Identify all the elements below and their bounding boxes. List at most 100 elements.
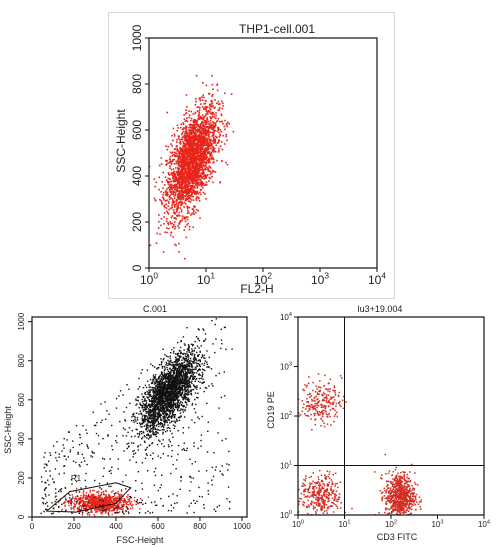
- data-point: [182, 182, 185, 184]
- data-point: [201, 167, 204, 170]
- data-point: [213, 139, 215, 141]
- data-point: [188, 158, 191, 160]
- data-point: [157, 378, 159, 380]
- data-point: [176, 359, 178, 361]
- data-point: [214, 129, 216, 132]
- data-point: [152, 413, 154, 415]
- data-point: [211, 158, 213, 161]
- data-point: [194, 392, 197, 394]
- data-point: [196, 110, 199, 112]
- data-point: [176, 138, 178, 141]
- data-point: [136, 429, 138, 431]
- data-point: [158, 403, 160, 406]
- data-point: [157, 429, 159, 431]
- data-point: [149, 414, 151, 416]
- data-point: [185, 184, 188, 187]
- data-point: [186, 376, 189, 379]
- data-point: [190, 152, 192, 155]
- data-point: [190, 360, 192, 362]
- data-point: [167, 172, 170, 174]
- data-point: [219, 145, 222, 147]
- data-point: [179, 143, 182, 145]
- data-point: [176, 177, 178, 180]
- data-point: [187, 391, 189, 393]
- data-point: [176, 188, 179, 191]
- data-point: [177, 204, 179, 207]
- data-point: [228, 122, 230, 125]
- data-point: [199, 97, 201, 99]
- data-point: [215, 114, 217, 117]
- data-point: [170, 385, 172, 387]
- data-point: [187, 380, 190, 383]
- data-point: [180, 155, 183, 158]
- data-point: [182, 163, 185, 165]
- data-point: [193, 154, 196, 156]
- data-point: [149, 417, 151, 419]
- data-point: [155, 181, 158, 184]
- data-point: [168, 198, 171, 201]
- data-point: [175, 399, 177, 401]
- data-point: [146, 418, 148, 420]
- data-point: [169, 178, 171, 181]
- data-point: [177, 360, 179, 363]
- data-point: [168, 361, 170, 363]
- data-point: [184, 416, 186, 418]
- data-point: [180, 185, 183, 188]
- data-point: [216, 137, 218, 139]
- data-point: [177, 206, 179, 208]
- data-point: [184, 381, 187, 383]
- data-point: [166, 211, 169, 214]
- data-point: [169, 394, 171, 396]
- data-point: [161, 380, 164, 382]
- data-point: [178, 357, 180, 360]
- data-point: [186, 188, 189, 191]
- data-point: [185, 183, 187, 185]
- data-point: [166, 231, 168, 234]
- data-point: [160, 224, 162, 227]
- data-point: [183, 374, 185, 377]
- data-point: [175, 393, 177, 395]
- data-point: [221, 160, 223, 162]
- data-point: [189, 171, 191, 173]
- data-point: [213, 107, 215, 109]
- data-point: [192, 147, 195, 149]
- data-point: [166, 217, 168, 220]
- data-point: [183, 373, 185, 375]
- data-point: [188, 380, 190, 383]
- data-point: [151, 442, 154, 444]
- data-point: [146, 424, 148, 426]
- data-point: [179, 355, 181, 357]
- data-point: [219, 134, 221, 137]
- data-point: [183, 358, 185, 360]
- data-point: [169, 377, 171, 379]
- data-point: [157, 406, 159, 408]
- data-point: [168, 396, 171, 398]
- data-point: [201, 177, 204, 179]
- data-point: [170, 400, 172, 402]
- data-point: [197, 369, 199, 372]
- data-point: [187, 144, 190, 147]
- data-point: [185, 378, 187, 380]
- data-point: [195, 336, 198, 338]
- data-point: [161, 400, 163, 403]
- data-point: [204, 130, 207, 133]
- data-point: [199, 160, 201, 162]
- data-point: [188, 114, 191, 117]
- data-point: [178, 385, 180, 387]
- data-point: [188, 185, 190, 187]
- data-point: [192, 175, 194, 178]
- data-point: [186, 404, 188, 406]
- data-point: [198, 364, 201, 367]
- data-point: [153, 422, 155, 424]
- data-point: [183, 404, 185, 407]
- data-point: [167, 364, 169, 367]
- data-point: [186, 185, 188, 188]
- data-point: [144, 441, 146, 443]
- data-point: [174, 353, 177, 355]
- data-point: [185, 127, 187, 130]
- data-point: [167, 222, 169, 224]
- data-point: [197, 192, 199, 195]
- data-point: [204, 138, 206, 141]
- data-point: [230, 93, 233, 95]
- data-point: [213, 147, 216, 150]
